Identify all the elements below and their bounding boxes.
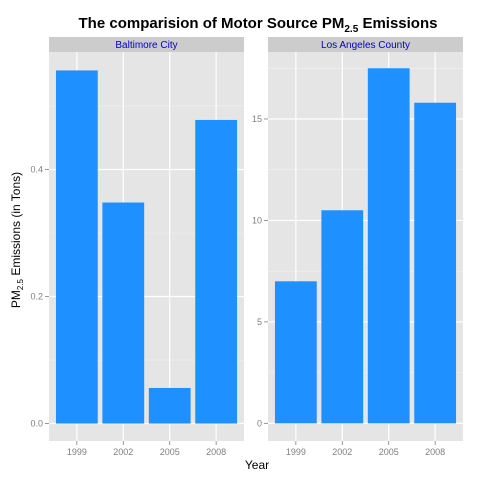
bar-los-angeles-county-2008: [414, 102, 457, 424]
chart-title: The comparision of Motor Source PM2.5 Em…: [79, 15, 438, 35]
x-tick-label: 2008: [425, 447, 445, 457]
x-tick-label: 2002: [332, 447, 352, 457]
x-tick-label: 2005: [379, 447, 399, 457]
bar-los-angeles-county-2002: [321, 210, 364, 424]
facet-strip: [49, 37, 244, 52]
y-tick-label: 0.2: [30, 292, 43, 302]
facet-strip-label: Baltimore City: [115, 40, 177, 51]
facet-strip-label: Los Angeles County: [321, 40, 410, 51]
y-tick-label: 5: [257, 317, 262, 327]
chart-title-suffix: Emissions: [358, 15, 437, 32]
bar-baltimore-city-2005: [148, 387, 191, 424]
y-tick-label: 15: [252, 114, 262, 124]
x-tick-label: 2002: [113, 447, 133, 457]
chart-title-main: The comparision of Motor Source PM: [79, 15, 345, 32]
facet-baltimore-city: Baltimore City 0.0 0.2 0.4 1999 2002 2005 2008: [30, 37, 244, 457]
chart-title-subscript: 2.5: [344, 24, 358, 35]
y-tick-label: 10: [252, 215, 262, 225]
x-tick-label: 1999: [67, 447, 87, 457]
y-axis-title-main: PM: [9, 290, 23, 308]
facet-los-angeles-county: Los Angeles County 0 5 10 15 1999 2002 2005 2008: [252, 37, 463, 457]
bar-los-angeles-county-2005: [367, 68, 410, 424]
y-axis-title-subscript: 2.5: [16, 278, 25, 290]
x-tick-label: 1999: [286, 447, 306, 457]
x-tick-label: 2008: [206, 447, 226, 457]
y-axis-title: PM2.5 Emissions (in Tons): [9, 172, 25, 308]
y-tick-label: 0: [257, 418, 262, 428]
facet-strip: [268, 37, 463, 52]
x-tick-label: 2005: [160, 447, 180, 457]
x-axis-title: Year: [245, 458, 269, 472]
bar-los-angeles-county-1999: [274, 281, 317, 424]
bar-baltimore-city-2002: [102, 202, 145, 424]
bar-baltimore-city-2008: [195, 119, 238, 424]
y-axis-title-suffix: Emissions (in Tons): [9, 172, 23, 279]
bar-baltimore-city-1999: [55, 70, 98, 424]
y-tick-label: 0.4: [30, 164, 43, 174]
y-tick-label: 0.0: [30, 419, 43, 429]
